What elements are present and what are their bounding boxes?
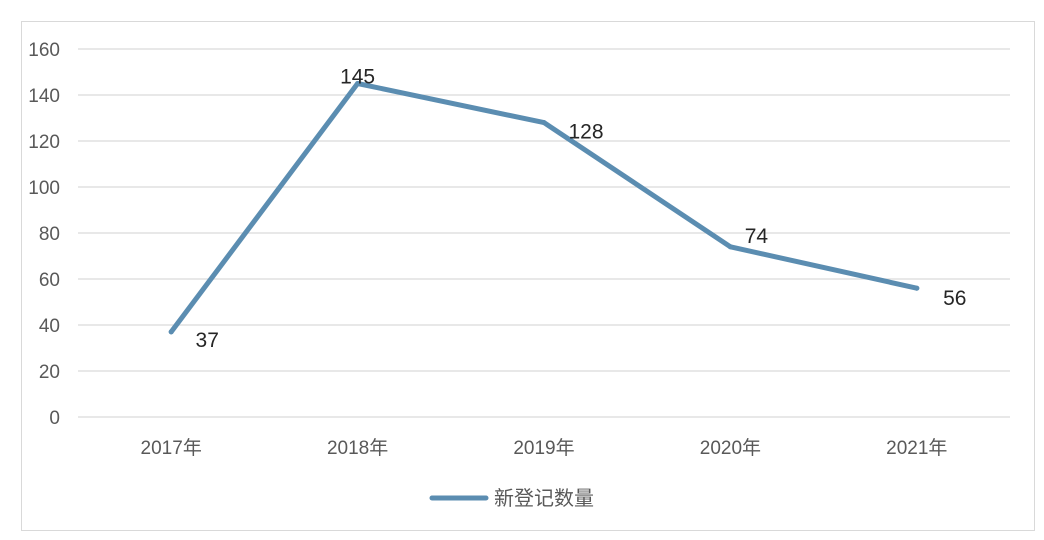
y-axis-ticks: 0 20 40 60 80 100 120 140 160	[28, 40, 60, 429]
x-tick-label: 2021年	[886, 437, 947, 459]
x-tick-label: 2017年	[141, 437, 202, 459]
data-label: 128	[568, 121, 603, 144]
y-tick-label: 160	[28, 40, 60, 61]
data-labels: 37 145 128 74 56	[196, 66, 967, 352]
series-layer	[168, 81, 920, 335]
y-tick-label: 0	[49, 408, 60, 429]
data-label: 56	[943, 287, 966, 310]
data-label: 145	[340, 66, 375, 89]
data-label: 37	[196, 329, 219, 352]
data-point	[355, 81, 361, 86]
data-point	[914, 285, 920, 291]
data-point	[541, 120, 547, 126]
gridlines	[78, 48, 1010, 418]
legend: 新登记数量	[429, 487, 594, 510]
x-tick-label: 2019年	[513, 437, 574, 459]
x-axis-ticks: 2017年 2018年 2019年 2020年 2021年	[141, 437, 948, 459]
data-point	[168, 329, 174, 335]
data-label: 74	[745, 225, 769, 248]
x-tick-label: 2018年	[327, 437, 388, 459]
y-tick-label: 60	[39, 270, 60, 291]
y-tick-label: 80	[39, 224, 60, 245]
legend-label: 新登记数量	[494, 487, 594, 510]
x-tick-label: 2020年	[700, 437, 761, 459]
data-point	[727, 244, 733, 250]
y-tick-label: 100	[28, 178, 60, 199]
y-tick-label: 140	[28, 86, 60, 107]
y-tick-label: 20	[39, 362, 60, 383]
y-tick-label: 40	[39, 316, 60, 337]
y-tick-label: 120	[28, 132, 60, 153]
